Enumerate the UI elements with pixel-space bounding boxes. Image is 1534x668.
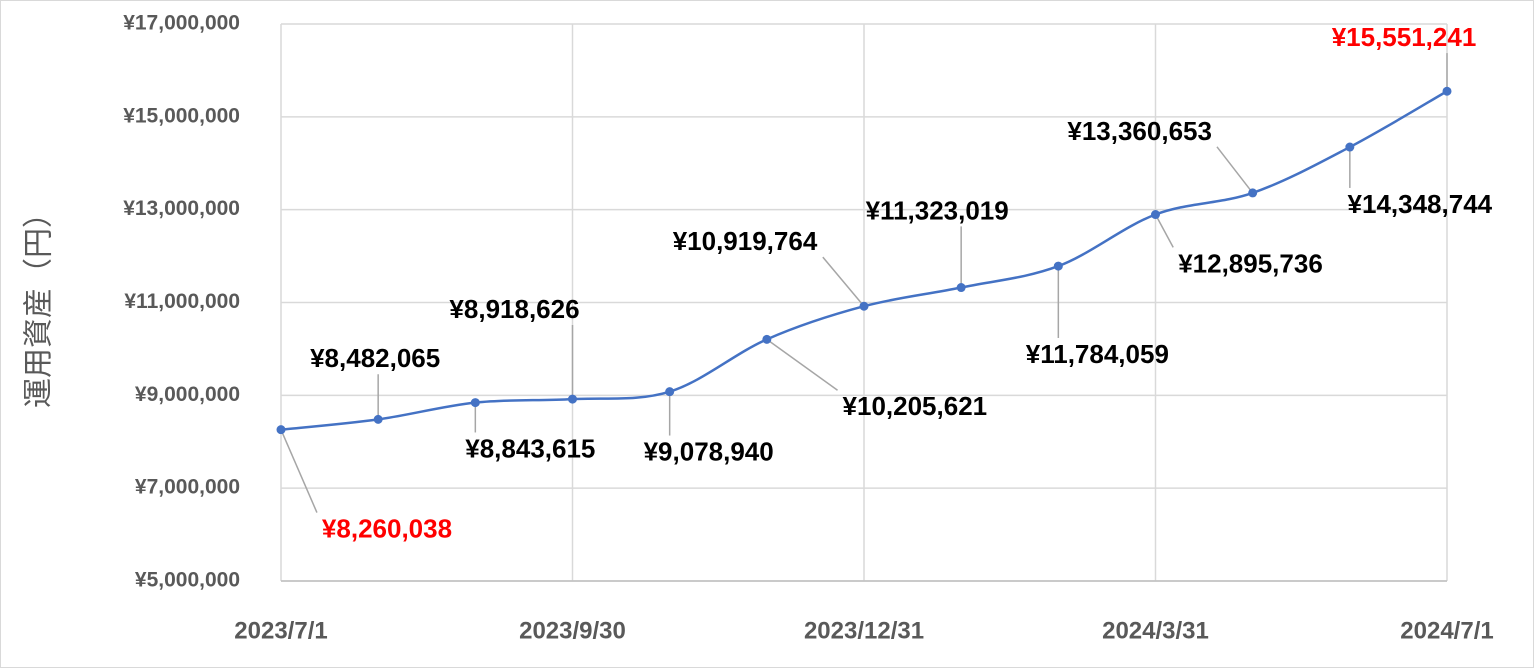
y-tick-label: ¥7,000,000 [135, 476, 240, 499]
y-tick-label: ¥13,000,000 [123, 197, 240, 220]
x-tick-label: 2023/9/30 [519, 617, 626, 644]
data-point [1345, 142, 1355, 152]
leader-line [280, 429, 318, 513]
data-label: ¥8,918,626 [449, 294, 579, 324]
x-tick-label: 2023/7/1 [234, 617, 327, 644]
data-point [1151, 210, 1160, 220]
data-label: ¥10,919,764 [673, 226, 818, 256]
data-point [1248, 188, 1258, 198]
data-point [859, 301, 869, 311]
leader-line [1216, 146, 1254, 194]
data-label: ¥9,078,940 [644, 437, 774, 467]
leader-line [766, 338, 838, 391]
data-label: ¥10,205,621 [843, 391, 988, 421]
y-tick-label: ¥9,000,000 [135, 383, 240, 406]
y-axis-title: 運用資産（円） [22, 198, 57, 408]
y-tick-label: ¥17,000,000 [123, 12, 240, 35]
data-point [1442, 86, 1452, 96]
x-tick-label: 2024/7/1 [1400, 617, 1493, 644]
data-point [956, 283, 966, 293]
data-point [276, 425, 286, 435]
data-point [762, 334, 772, 344]
data-label: ¥8,482,065 [310, 343, 440, 373]
data-point [470, 398, 480, 408]
leader-line [1154, 214, 1174, 248]
data-point [665, 387, 675, 397]
data-label: ¥11,323,019 [866, 195, 1009, 225]
y-tick-label: ¥11,000,000 [124, 290, 240, 313]
x-tick-label: 2024/3/31 [1102, 617, 1209, 644]
data-point [568, 394, 577, 404]
data-label: ¥8,260,038 [322, 514, 452, 544]
data-label: ¥13,360,653 [1067, 116, 1212, 146]
data-point [373, 414, 383, 424]
data-label: ¥8,843,615 [465, 433, 595, 463]
data-label: ¥14,348,744 [1348, 189, 1493, 219]
x-tick-label: 2023/12/31 [804, 617, 924, 644]
y-tick-label: ¥5,000,000 [135, 569, 240, 592]
leader-line [822, 256, 865, 307]
data-label: ¥12,895,736 [1178, 248, 1323, 278]
y-tick-label: ¥15,000,000 [123, 104, 240, 127]
data-label: ¥15,551,241 [1332, 22, 1477, 52]
data-label: ¥11,784,059 [1026, 339, 1169, 369]
data-point [1053, 261, 1063, 271]
